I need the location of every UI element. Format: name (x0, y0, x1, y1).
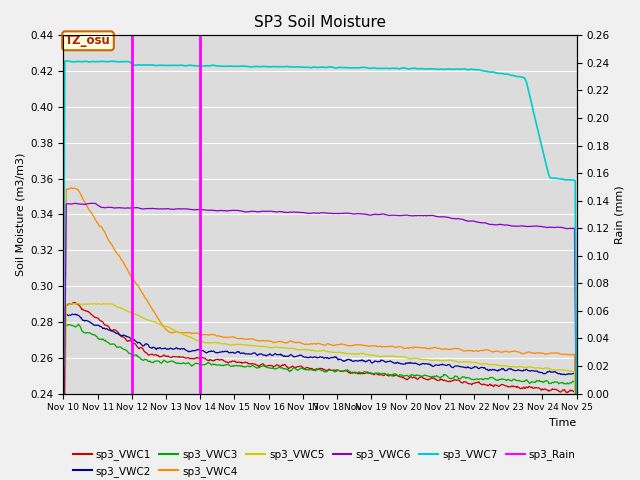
Line: sp3_VWC5: sp3_VWC5 (63, 304, 577, 480)
sp3_VWC7 (383, 65, 390, 71)
sp3_VWC3 (74, 321, 82, 327)
sp3_VWC4 (175, 329, 182, 335)
sp3_VWC4 (383, 344, 390, 349)
sp3_VWC7 (63, 58, 71, 64)
sp3_VWC6 (202, 207, 209, 213)
sp3_VWC6 (88, 200, 95, 206)
sp3_VWC5 (398, 354, 406, 360)
sp3_VWC7 (60, 363, 67, 369)
sp3_VWC2 (398, 361, 406, 367)
sp3_VWC2 (122, 333, 130, 339)
sp3_VWC4 (122, 264, 130, 270)
Title: SP3 Soil Moisture: SP3 Soil Moisture (254, 15, 386, 30)
X-axis label: Time: Time (549, 418, 577, 428)
Line: sp3_VWC4: sp3_VWC4 (63, 188, 577, 480)
sp3_VWC4 (67, 185, 75, 191)
sp3_VWC6 (175, 206, 182, 212)
sp3_VWC5 (122, 307, 130, 313)
sp3_VWC2 (175, 346, 182, 352)
sp3_VWC7 (122, 59, 130, 64)
sp3_VWC2 (69, 311, 77, 317)
sp3_VWC7 (573, 435, 580, 441)
Text: TZ_osu: TZ_osu (65, 34, 111, 48)
sp3_VWC1 (175, 354, 182, 360)
sp3_VWC5 (202, 340, 209, 346)
sp3_VWC2 (70, 312, 77, 317)
sp3_VWC4 (398, 344, 406, 350)
sp3_VWC7 (175, 62, 182, 68)
sp3_VWC1 (70, 300, 78, 305)
sp3_VWC7 (70, 59, 77, 65)
sp3_VWC4 (70, 185, 77, 191)
sp3_VWC5 (90, 301, 98, 307)
Y-axis label: Rain (mm): Rain (mm) (615, 185, 625, 244)
Line: sp3_VWC6: sp3_VWC6 (63, 203, 577, 480)
Line: sp3_VWC1: sp3_VWC1 (63, 302, 577, 480)
sp3_VWC4 (202, 332, 209, 337)
Line: sp3_VWC7: sp3_VWC7 (63, 61, 577, 438)
sp3_VWC3 (398, 372, 406, 378)
sp3_VWC1 (122, 337, 130, 343)
sp3_VWC7 (398, 65, 406, 71)
sp3_VWC6 (573, 449, 580, 455)
sp3_VWC3 (383, 372, 390, 377)
sp3_VWC5 (175, 329, 182, 335)
sp3_VWC3 (202, 361, 209, 367)
sp3_VWC3 (122, 348, 130, 353)
sp3_VWC6 (383, 212, 390, 218)
sp3_VWC1 (383, 372, 390, 378)
sp3_VWC2 (383, 359, 390, 365)
Line: sp3_VWC3: sp3_VWC3 (63, 324, 577, 480)
Legend: sp3_VWC1, sp3_VWC2, sp3_VWC3, sp3_VWC4, sp3_VWC5, sp3_VWC6, sp3_VWC7, sp3_Rain: sp3_VWC1, sp3_VWC2, sp3_VWC3, sp3_VWC4, … (68, 445, 580, 480)
sp3_VWC5 (383, 353, 390, 359)
sp3_VWC7 (202, 63, 209, 69)
Y-axis label: Soil Moisture (m3/m3): Soil Moisture (m3/m3) (15, 153, 25, 276)
sp3_VWC6 (398, 213, 406, 218)
sp3_VWC3 (69, 323, 77, 328)
sp3_VWC1 (202, 356, 209, 361)
sp3_VWC1 (69, 300, 77, 306)
sp3_VWC6 (122, 205, 130, 211)
sp3_VWC3 (175, 360, 182, 366)
Line: sp3_VWC2: sp3_VWC2 (63, 314, 577, 480)
sp3_VWC1 (398, 374, 406, 380)
sp3_VWC2 (202, 349, 209, 355)
sp3_VWC6 (69, 201, 77, 207)
sp3_VWC5 (69, 301, 77, 307)
